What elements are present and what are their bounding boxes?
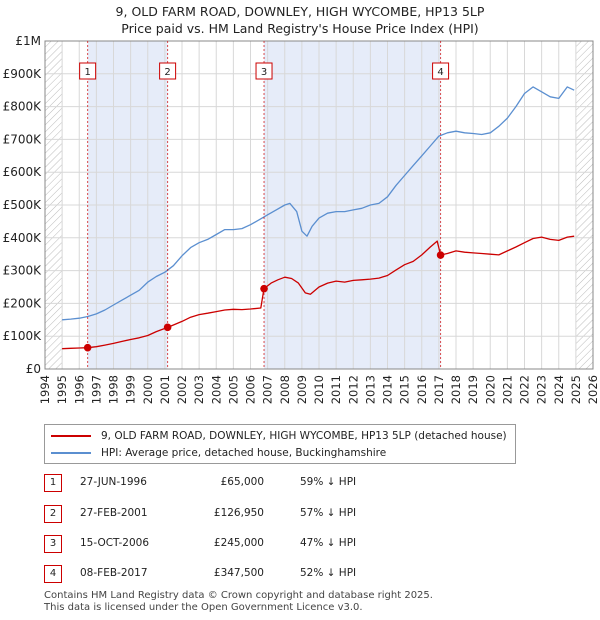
legend-item-property: 9, OLD FARM ROAD, DOWNLEY, HIGH WYCOMBE,… <box>51 428 507 444</box>
y-tick-label: £800K <box>3 100 43 114</box>
x-tick-label: 1994 <box>38 375 52 404</box>
sale-number-badge: 3 <box>44 535 62 553</box>
x-tick-label: 2002 <box>175 375 189 404</box>
sale-date: 15-OCT-2006 <box>80 537 149 549</box>
series-line-property <box>62 235 575 350</box>
sale-price: £245,000 <box>213 537 264 549</box>
sale-date: 27-FEB-2001 <box>80 507 148 519</box>
x-tick-label: 2023 <box>535 375 549 404</box>
sale-label-number: 4 <box>437 67 443 78</box>
y-tick-label: £200K <box>3 296 43 310</box>
sale-point <box>83 343 92 352</box>
sale-hpi-diff: 57% ↓ HPI <box>300 507 357 519</box>
sale-point <box>436 251 445 259</box>
x-tick-label: 2004 <box>209 375 223 404</box>
legend-label-property: 9, OLD FARM ROAD, DOWNLEY, HIGH WYCOMBE,… <box>101 430 507 442</box>
plot-frame <box>44 40 594 370</box>
sale-label-box <box>79 62 97 80</box>
y-tick-label: £700K <box>3 132 43 146</box>
x-tick-label: 2010 <box>312 375 326 404</box>
x-tick-label: 2015 <box>398 375 412 404</box>
y-tick-label: £900K <box>3 67 43 81</box>
x-tick-label: 2019 <box>466 375 480 404</box>
sale-point <box>260 284 268 293</box>
y-tick-label: £600K <box>3 165 43 179</box>
sale-label-number: 2 <box>164 67 170 78</box>
legend-label-hpi: HPI: Average price, detached house, Buck… <box>101 447 387 459</box>
x-tick-label: 2025 <box>569 375 583 404</box>
x-tick-label: 2024 <box>552 375 566 404</box>
y-tick-label: £100K <box>3 329 43 343</box>
x-tick-label: 2022 <box>518 375 532 404</box>
x-tick-label: 2021 <box>500 375 514 404</box>
x-tick-label: 2016 <box>415 375 429 404</box>
x-tick-label: 2018 <box>449 375 463 404</box>
sale-date: 27-JUN-1996 <box>80 476 147 488</box>
x-tick-label: 1995 <box>55 375 69 404</box>
sale-label-number: 1 <box>84 67 90 78</box>
x-tick-label: 2014 <box>381 375 395 404</box>
x-tick-label: 1998 <box>107 375 121 404</box>
sale-label-box <box>159 62 177 80</box>
sale-label-box <box>432 62 450 80</box>
footer-copyright: Contains HM Land Registry data © Crown c… <box>44 590 433 601</box>
x-tick-label: 2001 <box>158 375 172 404</box>
x-tick-label: 2012 <box>346 375 360 404</box>
legend-item-hpi: HPI: Average price, detached house, Buck… <box>51 445 386 461</box>
sale-label-number: 3 <box>261 67 267 78</box>
x-tick-label: 1996 <box>72 375 86 404</box>
legend: 9, OLD FARM ROAD, DOWNLEY, HIGH WYCOMBE,… <box>44 424 516 464</box>
series-line-hpi <box>62 86 575 321</box>
sale-label-box <box>255 62 273 80</box>
chart-title: 9, OLD FARM ROAD, DOWNLEY, HIGH WYCOMBE,… <box>115 4 485 19</box>
sale-hpi-diff: 47% ↓ HPI <box>300 537 357 549</box>
y-tick-label: £500K <box>3 198 43 212</box>
x-tick-label: 2006 <box>244 375 258 404</box>
sale-price: £65,000 <box>220 476 264 488</box>
sale-price: £347,500 <box>213 567 264 579</box>
x-tick-label: 2011 <box>329 375 343 404</box>
x-tick-label: 2013 <box>363 375 377 404</box>
x-tick-label: 2008 <box>278 375 292 404</box>
x-tick-label: 1999 <box>124 375 138 404</box>
y-tick-label: £400K <box>3 231 43 245</box>
sale-price: £126,950 <box>213 507 264 519</box>
sale-number-badge: 2 <box>44 505 62 523</box>
x-tick-label: 2009 <box>295 375 309 404</box>
chart-subtitle: Price paid vs. HM Land Registry's House … <box>121 21 479 36</box>
sale-hpi-diff: 52% ↓ HPI <box>300 567 357 579</box>
y-tick-label: £1M <box>15 34 41 48</box>
sale-number-badge: 4 <box>44 565 62 583</box>
x-tick-label: 2007 <box>261 375 275 404</box>
x-tick-label: 2003 <box>192 375 206 404</box>
x-tick-label: 2000 <box>141 375 155 404</box>
legend-swatch-property <box>51 435 91 437</box>
x-tick-label: 2026 <box>586 375 600 404</box>
x-tick-label: 1997 <box>89 375 103 404</box>
sale-date: 08-FEB-2017 <box>80 567 148 579</box>
x-tick-label: 2020 <box>483 375 497 404</box>
sale-hpi-diff: 59% ↓ HPI <box>300 476 357 488</box>
y-tick-label: £0 <box>26 362 41 376</box>
y-tick-label: £300K <box>3 264 43 278</box>
x-tick-label: 2005 <box>226 375 240 404</box>
sale-number-badge: 1 <box>44 474 62 492</box>
sale-point <box>163 323 172 332</box>
legend-swatch-hpi <box>51 452 91 454</box>
footer-licence: This data is licensed under the Open Gov… <box>44 602 363 613</box>
x-tick-label: 2017 <box>432 375 446 404</box>
price-chart: £0 £100K £200K £300K £400K £500K £600K £700K £80… <box>3 34 600 404</box>
